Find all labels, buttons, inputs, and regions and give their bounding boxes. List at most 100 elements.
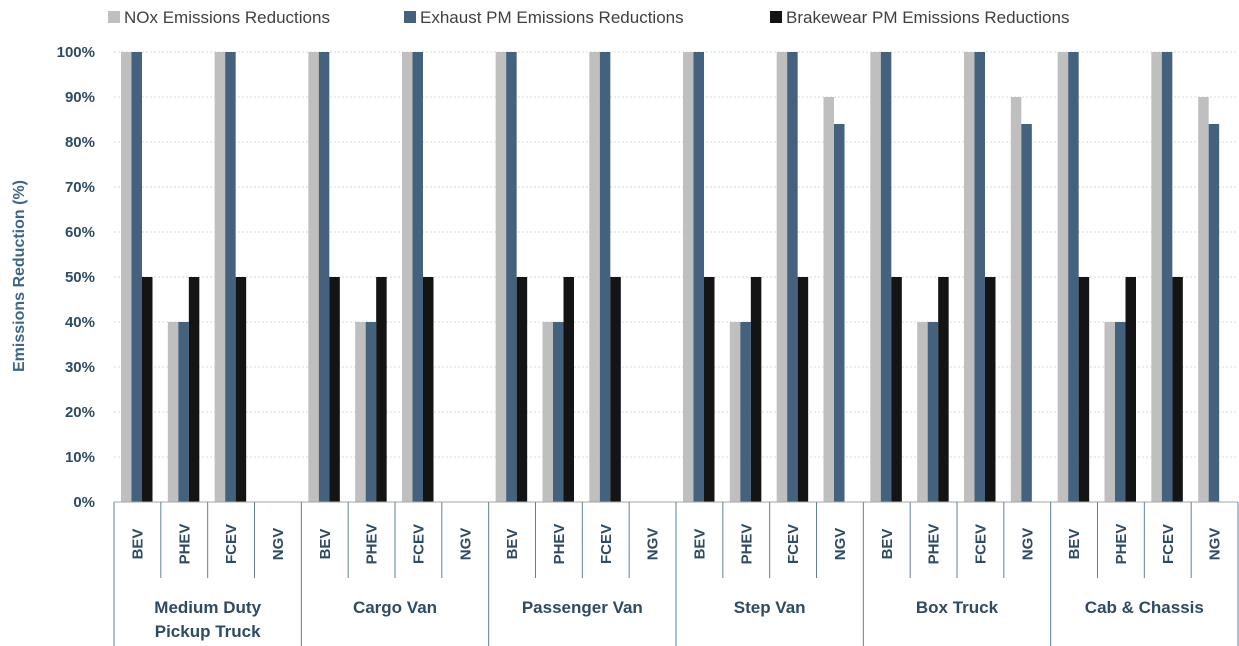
bar <box>542 322 553 502</box>
bar <box>423 277 434 502</box>
bar <box>704 277 715 502</box>
legend-label-1: NOx Emissions Reductions <box>124 8 330 27</box>
bar <box>318 52 330 502</box>
group-label: Medium Duty Pickup Truck <box>154 598 261 641</box>
bar <box>787 52 798 502</box>
bar <box>376 277 387 502</box>
y-tick-label: 10% <box>65 449 95 466</box>
bar <box>797 277 809 502</box>
y-tick-label: 0% <box>73 494 95 511</box>
x-tick-label: BEV <box>129 529 146 560</box>
y-tick-label: 30% <box>65 359 95 376</box>
bar <box>329 277 340 502</box>
x-tick-label: NGV <box>645 528 662 561</box>
bar <box>131 52 142 502</box>
bar <box>142 277 153 502</box>
bar <box>740 322 751 502</box>
bar <box>891 277 902 502</box>
bar <box>1104 322 1115 502</box>
bar <box>729 322 741 502</box>
bar <box>1198 97 1209 502</box>
x-tick-label: PHEV <box>738 524 755 565</box>
bar <box>750 277 762 502</box>
legend-swatch-3 <box>770 11 782 23</box>
x-tick-label: FCEV <box>223 524 240 564</box>
x-tick-label: BEV <box>1066 529 1083 560</box>
bar <box>1151 52 1162 502</box>
bar <box>1010 97 1022 502</box>
x-tick-label: PHEV <box>176 524 193 565</box>
bar <box>235 277 247 502</box>
x-tick-label: FCEV <box>598 524 615 564</box>
bar <box>823 97 834 502</box>
bar <box>1161 52 1173 502</box>
x-tick-label: FCEV <box>972 524 989 564</box>
y-tick-label: 20% <box>65 404 95 421</box>
x-tick-label: FCEV <box>1160 524 1177 564</box>
bar <box>964 52 975 502</box>
x-tick-label: NGV <box>1019 528 1036 561</box>
x-tick-label: BEV <box>317 529 334 560</box>
group-label: Passenger Van <box>522 598 643 617</box>
x-tick-label: PHEV <box>551 524 568 565</box>
bar <box>776 52 788 502</box>
bar <box>985 277 996 502</box>
bar <box>506 52 517 502</box>
legend-swatch-2 <box>404 11 416 23</box>
x-tick-label: NGV <box>270 528 287 561</box>
bar <box>1057 52 1069 502</box>
bar <box>1172 277 1183 502</box>
x-tick-label: FCEV <box>785 524 802 564</box>
bar <box>178 322 189 502</box>
bar <box>1021 124 1032 502</box>
bar <box>167 322 179 502</box>
bars <box>121 52 1220 502</box>
bar <box>214 52 226 502</box>
bar <box>880 52 892 502</box>
bar <box>610 277 621 502</box>
bar <box>225 52 236 502</box>
bar <box>834 124 845 502</box>
group-label: Cargo Van <box>353 598 437 617</box>
legend: NOx Emissions Reductions Exhaust PM Emiss… <box>108 8 1069 27</box>
legend-swatch-1 <box>108 11 120 23</box>
bar <box>355 322 366 502</box>
bar <box>589 52 600 502</box>
y-axis-label-group: Emissions Reduction (%) <box>11 180 28 372</box>
bar <box>974 52 985 502</box>
bar <box>412 52 423 502</box>
x-tick-label: NGV <box>832 528 849 561</box>
bar <box>402 52 413 502</box>
x-tick-label: NGV <box>1207 528 1224 561</box>
bar <box>553 322 564 502</box>
x-tick-label: BEV <box>504 529 521 560</box>
bar <box>1208 124 1220 502</box>
bar <box>365 322 377 502</box>
x-tick-label: PHEV <box>926 524 943 565</box>
y-tick-label: 80% <box>65 134 95 151</box>
gridlines <box>114 51 1238 458</box>
y-axis-label: Emissions Reduction (%) <box>11 180 28 372</box>
bar <box>870 52 881 502</box>
bar <box>1115 322 1126 502</box>
bar <box>1125 277 1136 502</box>
group-label: Cab & Chassis <box>1085 598 1204 617</box>
group-label: Step Van <box>734 598 806 617</box>
bar <box>1078 277 1090 502</box>
y-axis-ticks: 0% 10% 20% 30% 40% 50% 60% 70% 80% 90% 100% <box>57 44 95 511</box>
group-label: Box Truck <box>916 598 999 617</box>
bar <box>938 277 949 502</box>
legend-label-3: Brakewear PM Emissions Reductions <box>786 8 1069 27</box>
bar <box>308 52 319 502</box>
x-tick-label: NGV <box>457 528 474 561</box>
x-tick-label: PHEV <box>364 524 381 565</box>
y-tick-label: 100% <box>57 44 95 61</box>
y-tick-label: 70% <box>65 179 95 196</box>
bar <box>927 322 939 502</box>
x-tick-label: FCEV <box>410 524 427 564</box>
bar <box>1068 52 1079 502</box>
bar <box>495 52 507 502</box>
bar <box>563 277 574 502</box>
bar <box>121 52 132 502</box>
